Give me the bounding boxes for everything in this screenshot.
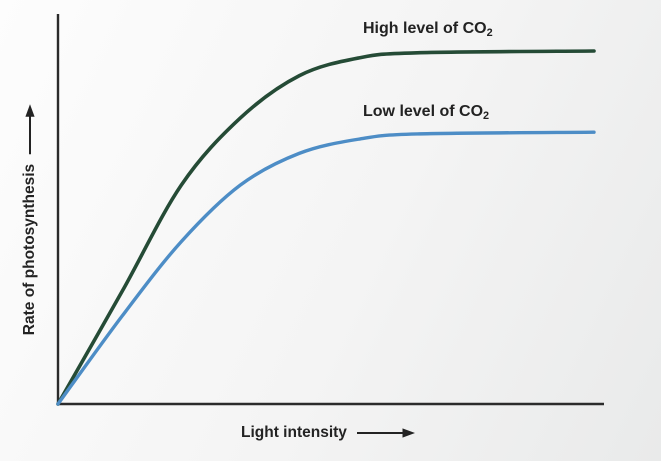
series-label-high-co2: High level of CO2 [363, 20, 493, 39]
right-arrow-icon [356, 428, 415, 438]
y-axis-label-wrap: Rate of photosynthesis [12, 86, 48, 352]
series-label-high-subscript: 2 [486, 27, 493, 40]
x-axis-label-wrap: Light intensity [241, 424, 416, 442]
series-label-high-text: High level of CO [363, 20, 487, 37]
curve-low-co2 [56, 130, 596, 406]
curve-high-co2 [56, 49, 596, 406]
y-axis-label: Rate of photosynthesis [21, 163, 38, 336]
series-label-low-subscript: 2 [483, 110, 490, 123]
up-arrow-icon [25, 103, 35, 154]
x-axis-label: Light intensity [241, 424, 347, 441]
series-label-low-text: Low level of CO [363, 103, 484, 120]
series-label-low-co2: Low level of CO2 [363, 103, 489, 122]
